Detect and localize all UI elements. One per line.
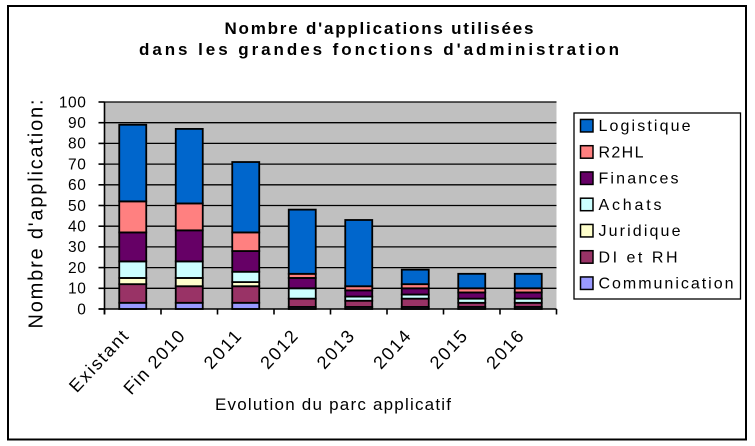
svg-text:10: 10 <box>68 281 86 298</box>
svg-text:90: 90 <box>68 115 86 132</box>
svg-text:Finances: Finances <box>599 171 679 188</box>
svg-text:50: 50 <box>68 198 86 215</box>
svg-text:20: 20 <box>68 260 86 277</box>
svg-text:30: 30 <box>68 239 86 256</box>
svg-text:Logistique: Logistique <box>599 118 691 135</box>
svg-text:Nombre d'applications utilisée: Nombre d'applications utilisées <box>225 19 534 38</box>
svg-text:60: 60 <box>68 177 86 194</box>
svg-text:100: 100 <box>59 94 87 111</box>
svg-text:Achats: Achats <box>599 197 662 214</box>
svg-text:Communication: Communication <box>599 276 734 293</box>
svg-text:70: 70 <box>68 156 86 173</box>
svg-text:40: 40 <box>68 219 86 236</box>
svg-text:Juridique: Juridique <box>599 223 681 240</box>
svg-text:80: 80 <box>68 136 86 153</box>
svg-text:0: 0 <box>77 301 86 318</box>
svg-text:Nombre d'application:: Nombre d'application: <box>26 100 48 329</box>
svg-text:Evolution du parc applicatif: Evolution du parc applicatif <box>215 395 451 414</box>
svg-text:R2HL: R2HL <box>599 144 644 161</box>
